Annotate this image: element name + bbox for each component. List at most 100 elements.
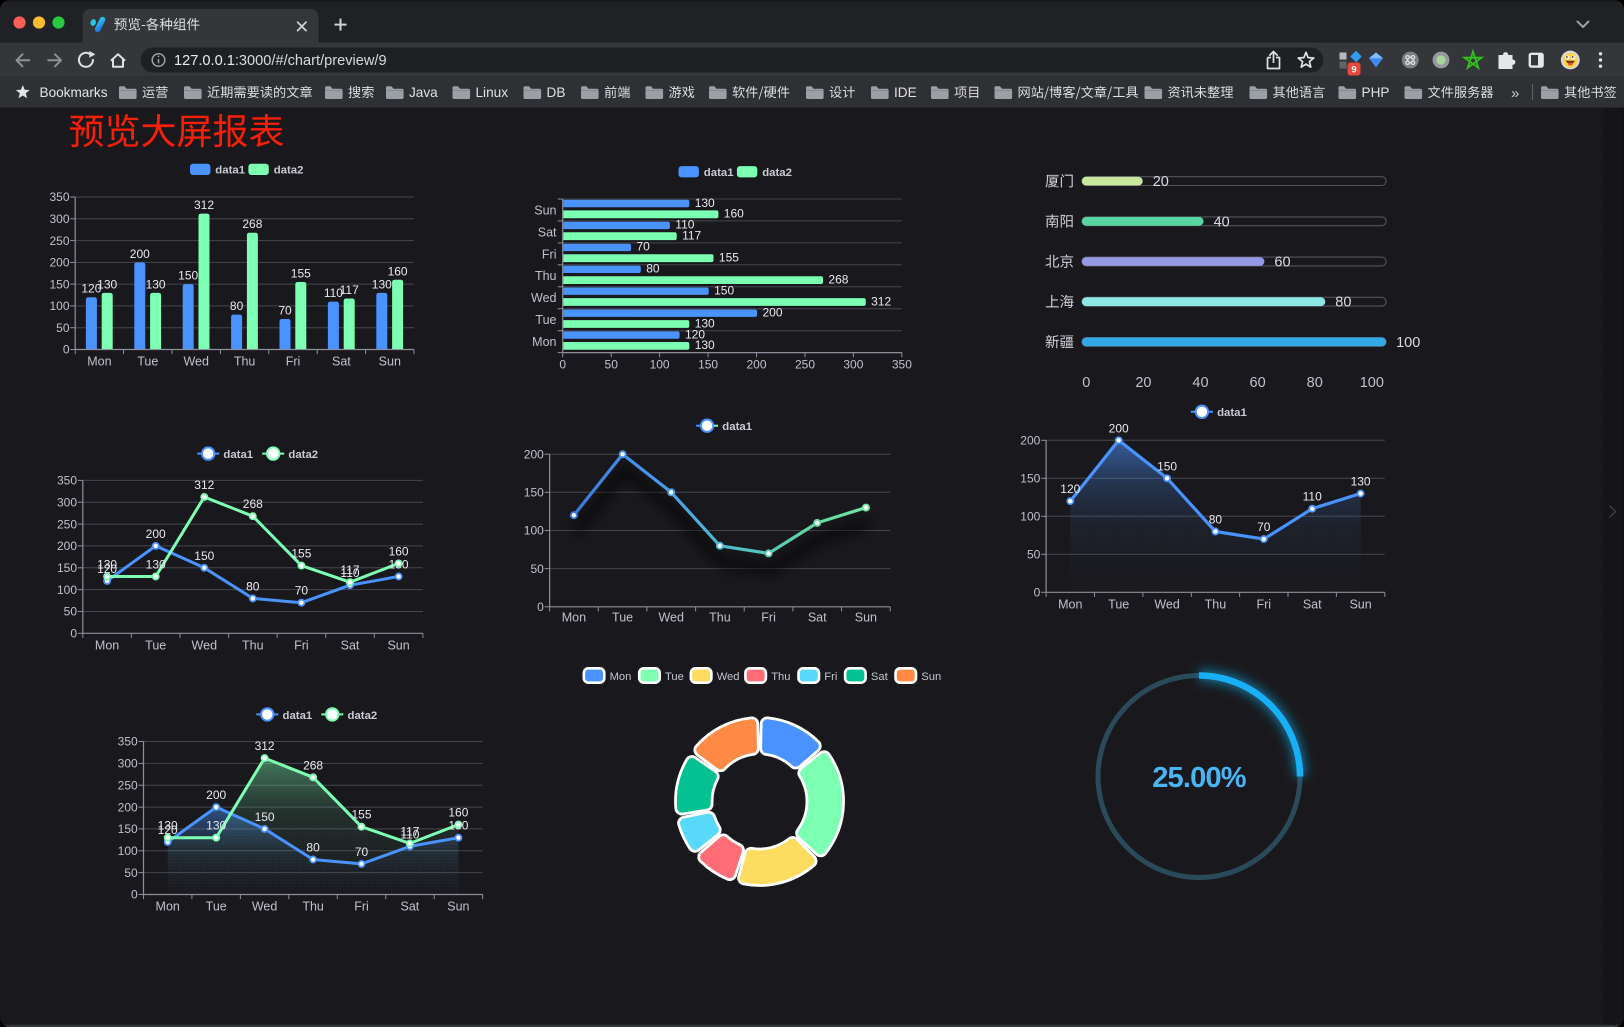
svg-text:9: 9 <box>1351 64 1356 75</box>
svg-text:80: 80 <box>1307 375 1323 391</box>
svg-text:130: 130 <box>206 819 226 833</box>
svg-text:Sun: Sun <box>1349 598 1371 612</box>
svg-text:130: 130 <box>695 316 715 330</box>
svg-text:312: 312 <box>871 294 891 308</box>
svg-text:data1: data1 <box>704 167 734 179</box>
svg-text:Sun: Sun <box>855 611 877 625</box>
svg-text:0: 0 <box>63 343 70 357</box>
svg-text:130: 130 <box>97 558 117 572</box>
svg-text:312: 312 <box>194 478 214 492</box>
svg-text:50: 50 <box>605 358 619 372</box>
svg-text:100: 100 <box>1020 510 1040 524</box>
svg-text:Sun: Sun <box>379 355 401 369</box>
svg-text:150: 150 <box>1157 459 1177 473</box>
svg-text:Sat: Sat <box>538 225 557 239</box>
svg-text:155: 155 <box>291 547 311 561</box>
svg-text:130: 130 <box>695 196 715 210</box>
svg-text:Fri: Fri <box>824 671 837 683</box>
svg-text:Mon: Mon <box>87 355 111 369</box>
svg-text:Mon: Mon <box>562 611 586 625</box>
svg-text:268: 268 <box>242 217 262 231</box>
svg-text:80: 80 <box>646 262 660 276</box>
svg-text:130: 130 <box>1351 475 1371 489</box>
svg-text:120: 120 <box>685 327 705 341</box>
svg-text:268: 268 <box>243 497 263 511</box>
svg-text:130: 130 <box>372 277 392 291</box>
svg-text:Thu: Thu <box>234 355 256 369</box>
svg-text:Mon: Mon <box>610 671 632 683</box>
svg-text:300: 300 <box>49 212 69 226</box>
svg-text:300: 300 <box>57 495 77 509</box>
svg-text:Java: Java <box>409 85 438 100</box>
svg-text:70: 70 <box>355 845 369 859</box>
svg-text:200: 200 <box>524 447 544 461</box>
svg-text:data1: data1 <box>283 710 313 722</box>
svg-text:200: 200 <box>146 527 166 541</box>
svg-text:150: 150 <box>178 269 198 283</box>
svg-text:60: 60 <box>1250 375 1266 391</box>
svg-text:DB: DB <box>547 85 566 100</box>
svg-text:Thu: Thu <box>535 269 557 283</box>
svg-text:160: 160 <box>389 544 409 558</box>
svg-text:Bookmarks: Bookmarks <box>40 85 108 100</box>
svg-text:150: 150 <box>49 277 69 291</box>
svg-text:Wed: Wed <box>658 611 684 625</box>
svg-text:data2: data2 <box>274 165 304 177</box>
svg-text:100: 100 <box>57 583 77 597</box>
svg-text:160: 160 <box>388 264 408 278</box>
svg-text:Wed: Wed <box>717 671 740 683</box>
svg-text:300: 300 <box>843 358 863 372</box>
svg-text:120: 120 <box>97 562 117 576</box>
svg-text:Fri: Fri <box>294 639 309 653</box>
svg-text:110: 110 <box>340 566 359 580</box>
svg-text:Mon: Mon <box>95 639 119 653</box>
svg-text:Fri: Fri <box>761 611 776 625</box>
svg-text:200: 200 <box>763 306 783 320</box>
svg-text:Tue: Tue <box>206 900 227 914</box>
svg-text:100: 100 <box>1396 335 1420 351</box>
svg-text:100: 100 <box>650 358 670 372</box>
svg-text:Tue: Tue <box>1108 598 1129 612</box>
svg-text:200: 200 <box>746 358 766 372</box>
svg-text:25.00%: 25.00% <box>1152 762 1247 794</box>
svg-text:Thu: Thu <box>709 611 731 625</box>
svg-text:312: 312 <box>194 198 214 212</box>
svg-text:120: 120 <box>1060 482 1080 496</box>
svg-text:80: 80 <box>1335 295 1351 311</box>
svg-text:20: 20 <box>1135 375 1151 391</box>
svg-text:Sun: Sun <box>534 203 556 217</box>
svg-text:0: 0 <box>70 627 77 641</box>
svg-text:150: 150 <box>698 358 718 372</box>
svg-text:117: 117 <box>682 229 701 243</box>
svg-text:Mon: Mon <box>156 900 180 914</box>
svg-text:Thu: Thu <box>771 671 790 683</box>
svg-text:110: 110 <box>324 286 343 300</box>
svg-text:40: 40 <box>1192 375 1208 391</box>
svg-text:Wed: Wed <box>183 355 209 369</box>
svg-text:130: 130 <box>97 277 117 291</box>
svg-text:Tue: Tue <box>665 671 684 683</box>
svg-text:Thu: Thu <box>1205 598 1227 612</box>
svg-text:80: 80 <box>306 841 320 855</box>
svg-text:117: 117 <box>340 563 359 577</box>
svg-text:Sat: Sat <box>401 900 420 914</box>
svg-text:Fri: Fri <box>1257 598 1272 612</box>
svg-text:Sat: Sat <box>871 671 889 683</box>
svg-text:117: 117 <box>400 824 419 838</box>
svg-text:250: 250 <box>49 234 69 248</box>
svg-text:0: 0 <box>1082 375 1090 391</box>
svg-text:130: 130 <box>158 819 178 833</box>
svg-text:Tue: Tue <box>612 611 633 625</box>
svg-text:150: 150 <box>57 561 77 575</box>
svg-text:110: 110 <box>1303 490 1322 504</box>
svg-text:150: 150 <box>255 810 275 824</box>
svg-text:data1: data1 <box>1217 407 1247 419</box>
svg-text:Tue: Tue <box>137 355 158 369</box>
svg-text:268: 268 <box>828 272 848 286</box>
svg-text:Sun: Sun <box>921 671 941 683</box>
svg-text:data1: data1 <box>223 449 253 461</box>
svg-text:Wed: Wed <box>1154 598 1180 612</box>
svg-text:250: 250 <box>57 517 77 531</box>
svg-text:100: 100 <box>1360 375 1384 391</box>
svg-text:data2: data2 <box>762 167 792 179</box>
